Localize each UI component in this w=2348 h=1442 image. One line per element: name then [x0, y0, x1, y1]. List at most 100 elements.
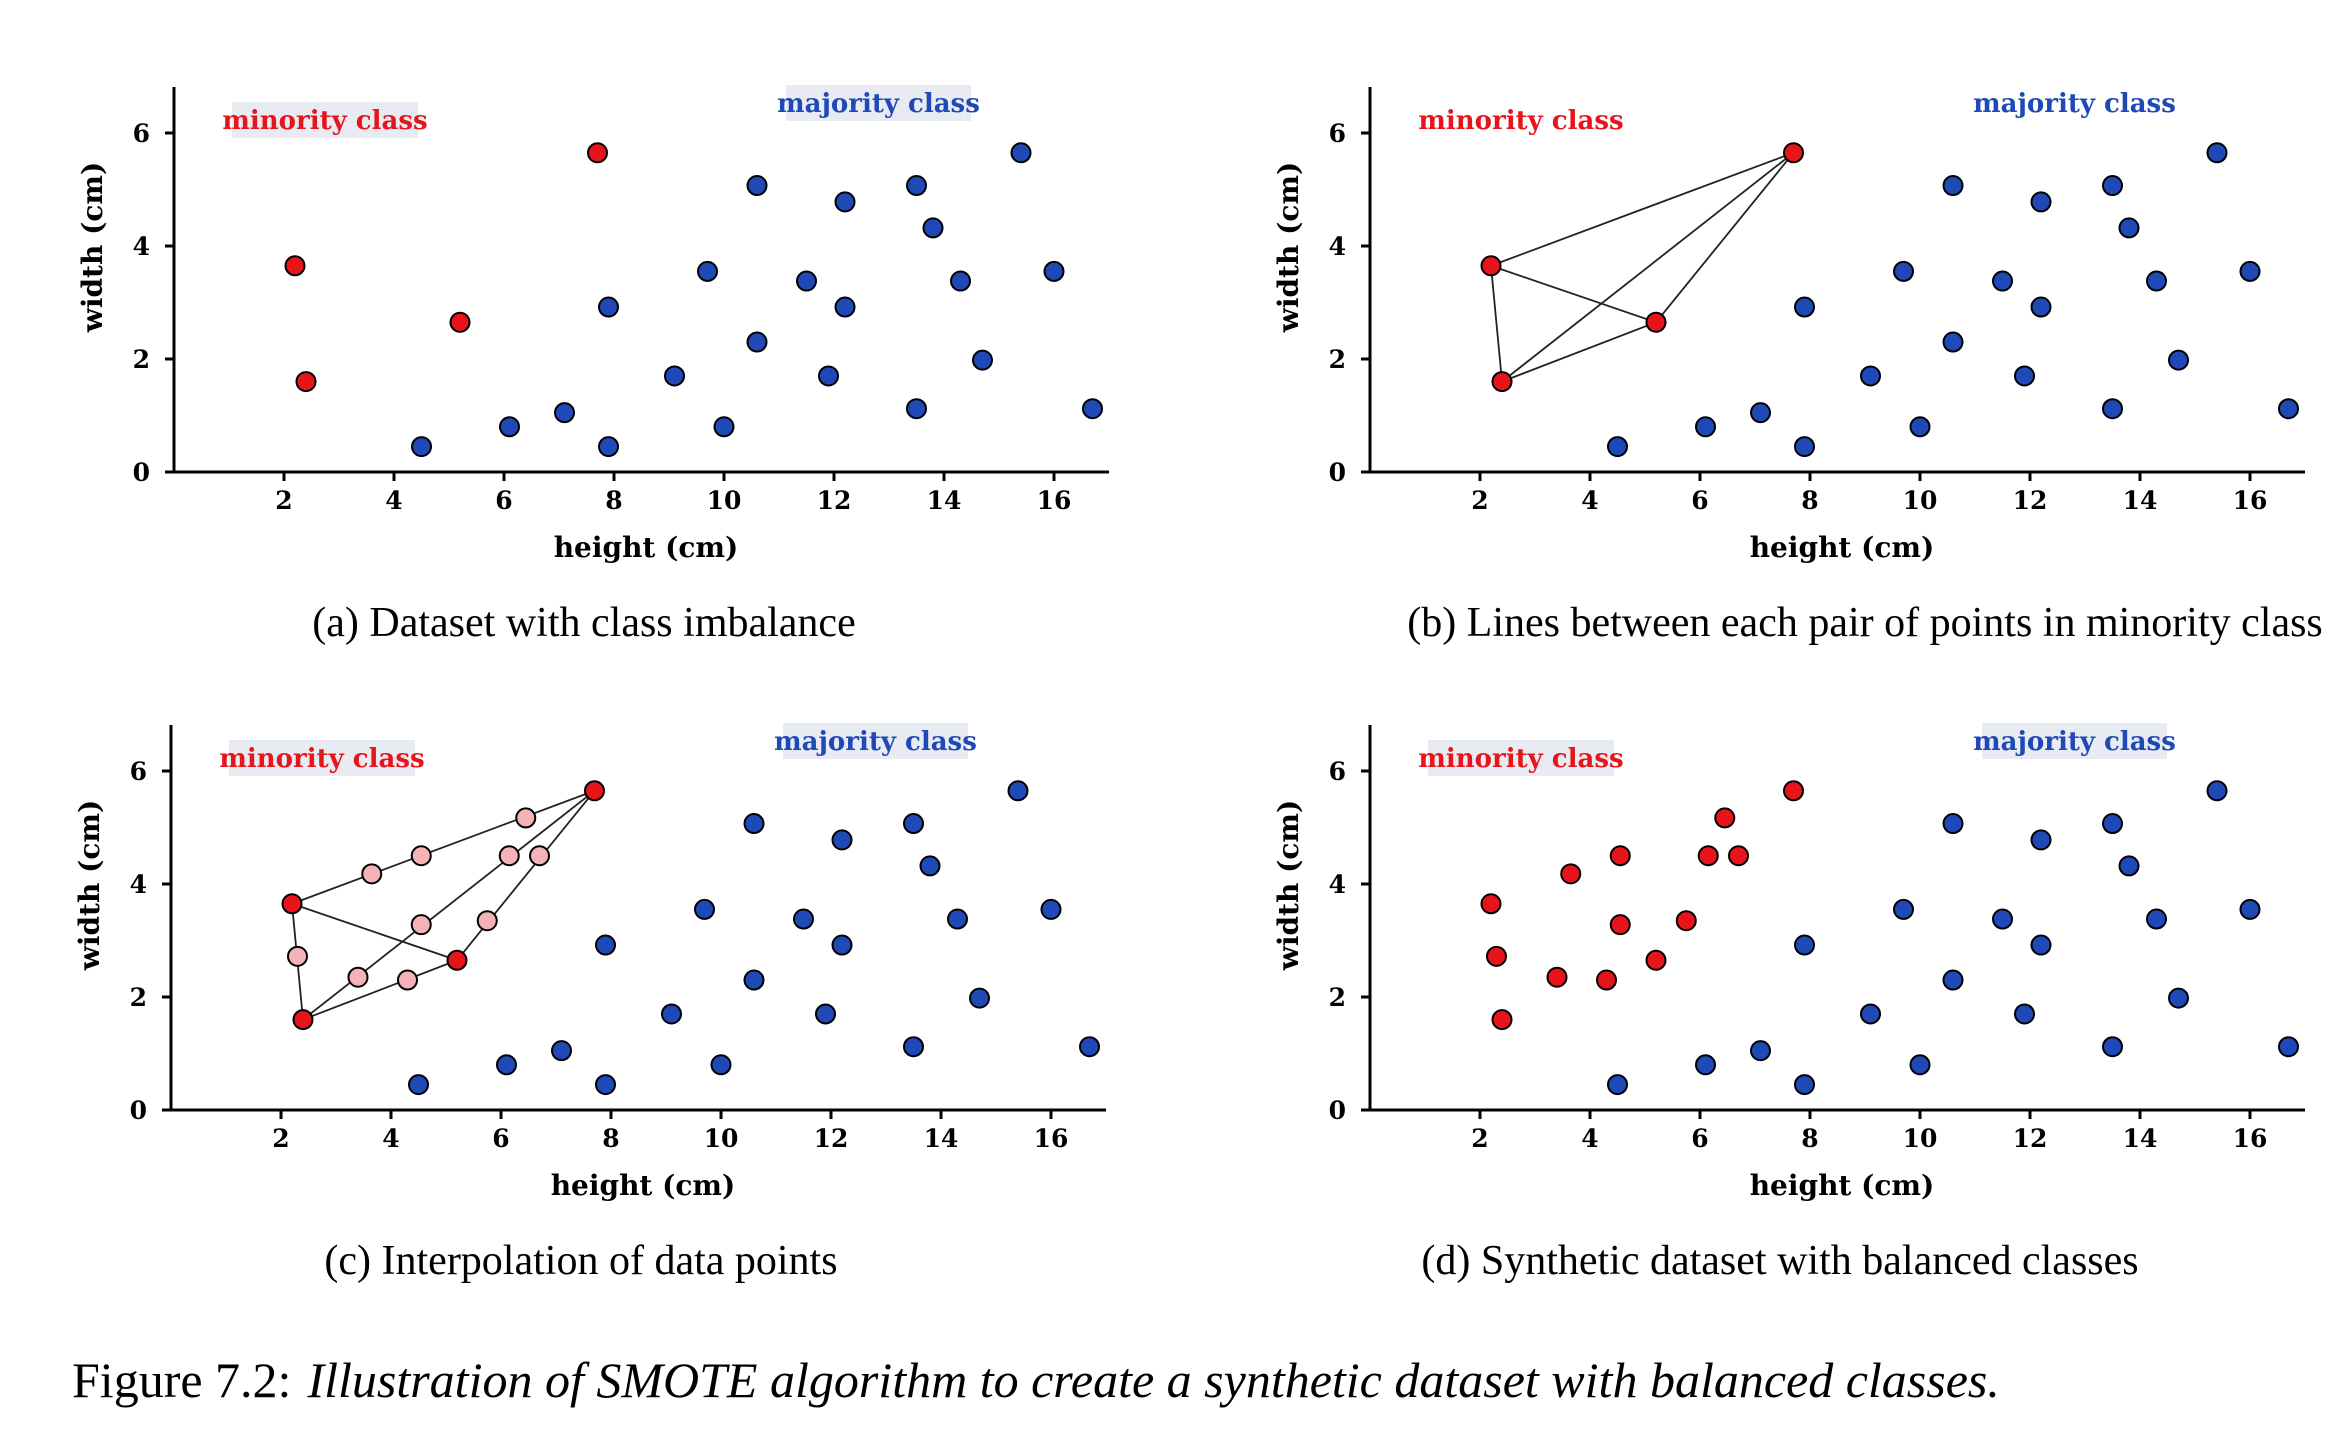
majority-legend-bg — [1982, 723, 2167, 759]
figure-caption-prefix: Figure 7.2: — [72, 1352, 291, 1408]
majority-point — [969, 987, 990, 1009]
minority-point — [1491, 1009, 1513, 1031]
minority-point — [1486, 945, 1507, 967]
synthetic-point — [410, 914, 432, 936]
x-tick-label: 14 — [2123, 486, 2158, 515]
minority-point — [584, 780, 605, 802]
majority-point — [2146, 270, 2167, 292]
minority-class-label: minority class — [1418, 744, 1623, 774]
majority-point — [1860, 365, 1881, 387]
minority-point — [1480, 893, 1502, 915]
majority-point — [2206, 142, 2228, 164]
majority-point — [2278, 398, 2299, 420]
x-tick-label: 10 — [1903, 1124, 1938, 1153]
majority-point — [595, 1074, 616, 1096]
minority-point — [1596, 969, 1617, 991]
majority-point — [815, 1003, 836, 1025]
majority-point — [2206, 780, 2228, 802]
y-axis-label: width (cm) — [73, 800, 106, 972]
minority-point — [1645, 311, 1667, 333]
y-tick-label: 6 — [1329, 119, 1346, 148]
minority-pair-line — [1655, 152, 1795, 323]
y-axis-label: width (cm) — [1272, 162, 1305, 334]
synthetic-point — [476, 910, 498, 932]
majority-point — [1992, 908, 2013, 930]
majority-point — [831, 934, 853, 956]
x-tick-label: 16 — [2233, 486, 2268, 515]
y-tick-label: 6 — [1329, 757, 1346, 786]
minority-pair-line — [291, 902, 458, 962]
majority-point — [554, 402, 575, 424]
majority-point — [1794, 1074, 1815, 1096]
majority-point — [743, 813, 765, 835]
y-tick-label: 4 — [133, 232, 150, 261]
majority-point — [1750, 1040, 1771, 1062]
majority-point — [903, 813, 924, 835]
minority-point — [1546, 966, 1568, 988]
y-tick-label: 4 — [130, 870, 147, 899]
majority-point — [2102, 175, 2123, 197]
majority-point — [1040, 898, 1062, 920]
x-tick-label: 4 — [385, 486, 402, 515]
minority-point — [281, 893, 303, 915]
synthetic-point — [410, 845, 432, 867]
synthetic-point — [397, 969, 418, 991]
minority-pair-line — [291, 789, 595, 905]
minority-point — [1609, 914, 1631, 936]
minority-pair-line — [1501, 152, 1795, 383]
majority-point — [831, 829, 853, 851]
y-tick-label: 2 — [133, 345, 150, 374]
minority-point — [449, 311, 471, 333]
x-tick-label: 10 — [707, 486, 742, 515]
x-tick-label: 16 — [1034, 1124, 1069, 1153]
minority-class-label: minority class — [219, 744, 424, 774]
minority-class-label: minority class — [1418, 106, 1623, 136]
minority-point — [1480, 255, 1502, 277]
synthetic-point — [498, 845, 520, 867]
x-tick-label: 12 — [814, 1124, 849, 1153]
x-tick-label: 2 — [272, 1124, 289, 1153]
majority-point — [796, 270, 817, 292]
subcaption-d: (d) Synthetic dataset with balanced clas… — [1421, 1238, 2138, 1284]
majority-point — [818, 365, 839, 387]
majority-point — [947, 908, 968, 930]
y-tick-label: 0 — [130, 1096, 147, 1125]
majority-point — [1942, 331, 1964, 353]
majority-point — [1007, 780, 1029, 802]
majority-point — [694, 898, 715, 920]
majority-point — [2239, 260, 2261, 282]
majority-point — [834, 296, 856, 318]
minority-point — [1560, 863, 1582, 885]
x-axis-label: height (cm) — [1750, 531, 1935, 564]
majority-point — [1794, 296, 1815, 318]
minority-point — [1728, 845, 1749, 867]
x-tick-label: 12 — [2013, 1124, 2048, 1153]
chart-panel-c: 2 4 6 8 10 12 14 16 0 2 4 6 height (cm) width (cm) min… — [73, 723, 1106, 1284]
majority-point — [950, 270, 971, 292]
majority-point — [746, 175, 768, 197]
x-tick-label: 14 — [927, 486, 962, 515]
x-tick-label: 6 — [1691, 486, 1708, 515]
x-axis-label: height (cm) — [1750, 1169, 1935, 1202]
x-tick-label: 4 — [1581, 486, 1598, 515]
majority-point — [2102, 1036, 2123, 1058]
majority-point — [922, 217, 944, 239]
synthetic-point — [287, 945, 308, 967]
majority-point — [746, 331, 768, 353]
synthetic-point — [529, 845, 550, 867]
minority-point — [1609, 845, 1631, 867]
majority-point — [2278, 1036, 2299, 1058]
majority-point — [595, 934, 616, 956]
y-tick-label: 0 — [133, 458, 150, 487]
majority-point — [1942, 175, 1964, 197]
minority-pair-line — [1490, 265, 1503, 382]
x-tick-label: 8 — [602, 1124, 619, 1153]
y-tick-label: 0 — [1329, 1096, 1346, 1125]
x-tick-label: 2 — [1471, 1124, 1488, 1153]
majority-class-label: majority class — [1973, 727, 2176, 757]
x-tick-label: 6 — [492, 1124, 509, 1153]
y-tick-label: 4 — [1329, 232, 1346, 261]
x-axis-label: height (cm) — [551, 1169, 736, 1202]
majority-point — [793, 908, 814, 930]
figure-caption-text: Illustration of SMOTE algorithm to creat… — [306, 1352, 1999, 1408]
